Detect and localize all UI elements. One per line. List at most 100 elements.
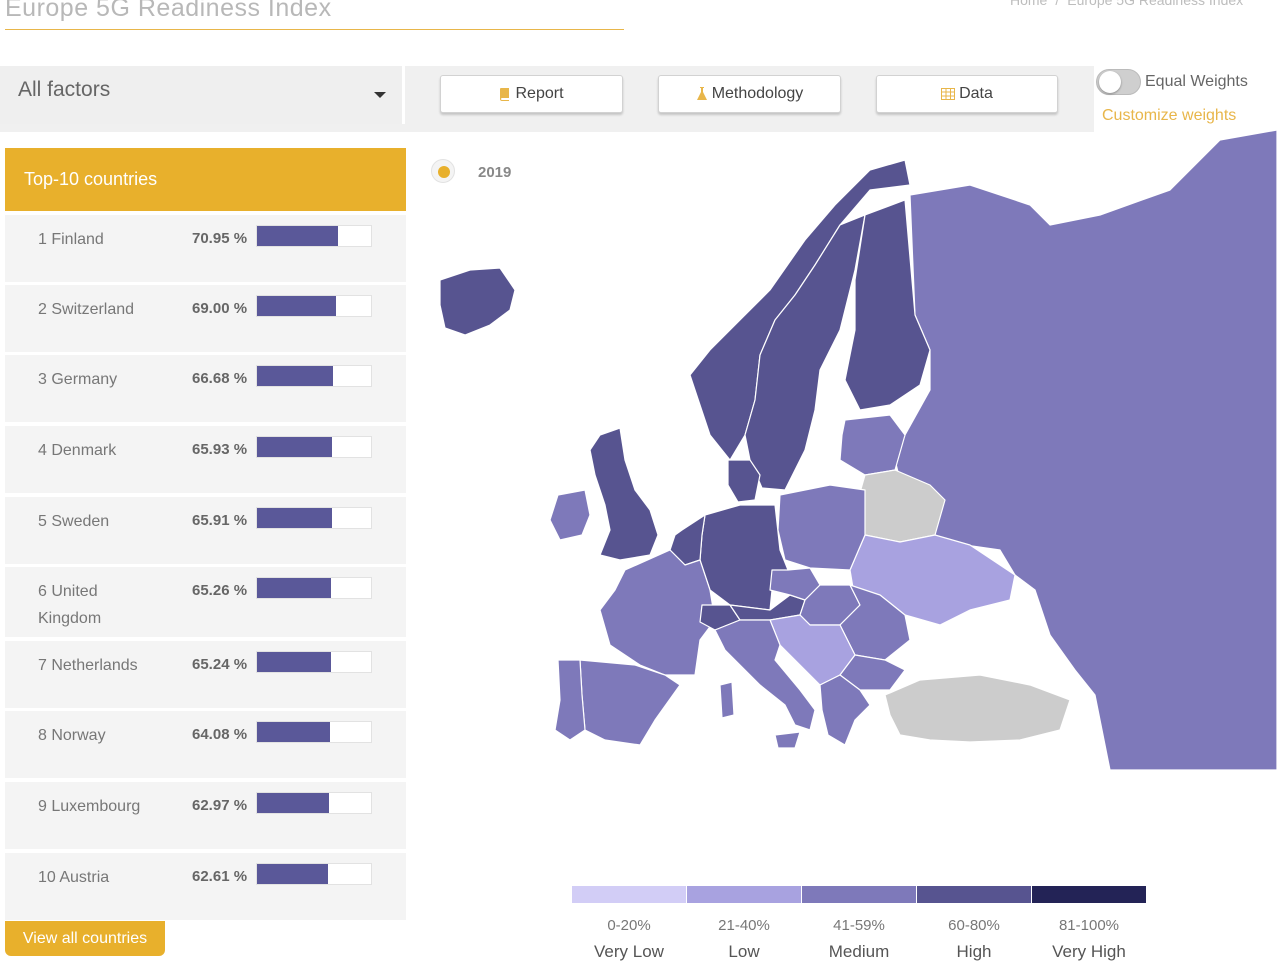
ranking-bar <box>256 721 372 743</box>
legend-range: 0-20% <box>607 917 651 934</box>
ranking-bar <box>256 436 372 458</box>
europe-map <box>439 130 1277 770</box>
report-button-label: Report <box>515 85 564 102</box>
ranking-country-name: 8 Norway <box>38 727 106 744</box>
map-greece[interactable] <box>819 674 871 746</box>
legend-swatch <box>687 886 801 903</box>
ranking-row[interactable]: 2 Switzerland 69.00 % <box>5 285 406 352</box>
ranking-bar <box>256 295 372 317</box>
ranking-country-name: 1 Finland <box>38 231 104 248</box>
ranking-bar <box>256 863 372 885</box>
ranking-percentage: 69.00 % <box>192 300 248 317</box>
map-germany[interactable] <box>699 504 789 611</box>
methodology-button[interactable]: Methodology <box>658 75 841 113</box>
map-russia[interactable] <box>894 130 1277 770</box>
map-iceland[interactable] <box>439 267 516 336</box>
year-label: 2019 <box>478 164 512 181</box>
map-finland[interactable] <box>844 199 931 411</box>
ranking-percentage: 66.68 % <box>192 370 248 387</box>
top10-header: Top-10 countries <box>5 148 406 211</box>
ranking-percentage: 65.26 % <box>192 582 248 599</box>
ranking-bar-fill <box>257 793 329 813</box>
factor-select-value: All factors <box>18 78 111 101</box>
ranking-percentage: 65.24 % <box>192 656 248 673</box>
ranking-percentage: 65.91 % <box>192 512 248 529</box>
ranking-row[interactable]: 5 Sweden 65.91 % <box>5 497 406 564</box>
customize-weights-link[interactable]: Customize weights <box>1102 107 1237 124</box>
ranking-bar-fill <box>257 864 329 884</box>
ranking-bar-fill <box>257 578 332 598</box>
map-turkey[interactable] <box>884 674 1071 743</box>
breadcrumb-home-link[interactable]: Home <box>1010 0 1048 8</box>
ranking-bar-fill <box>257 508 333 528</box>
ranking-country-name: 3 Germany <box>38 371 118 388</box>
ranking-bar <box>256 577 372 599</box>
map-sardinia[interactable] <box>719 681 735 719</box>
map-sicily[interactable] <box>774 731 801 749</box>
legend-level: Very Low <box>594 942 664 961</box>
ranking-percentage: 62.61 % <box>192 868 248 885</box>
view-all-countries-button[interactable]: View all countries <box>5 921 165 956</box>
ranking-percentage: 62.97 % <box>192 797 248 814</box>
book-icon <box>499 87 511 101</box>
map-baltics[interactable] <box>839 414 906 476</box>
equal-weights-label: Equal Weights <box>1145 73 1248 90</box>
ranking-country-name: 10 Austria <box>38 869 110 886</box>
equal-weights-panel: Equal Weights Customize weights <box>1096 69 1277 132</box>
ranking-row[interactable]: 4 Denmark 65.93 % <box>5 426 406 493</box>
methodology-button-label: Methodology <box>711 85 804 102</box>
ranking-bar <box>256 507 372 529</box>
legend-range: 21-40% <box>718 917 770 934</box>
ranking-country-name: 2 Switzerland <box>38 301 135 318</box>
legend-level: Low <box>728 942 760 961</box>
ranking-row[interactable]: 1 Finland 70.95 % <box>5 215 406 282</box>
map-france[interactable] <box>599 549 716 676</box>
ranking-percentage: 70.95 % <box>192 230 248 247</box>
ranking-country-name: 5 Sweden <box>38 513 110 530</box>
ranking-percentage: 65.93 % <box>192 441 248 458</box>
ranking-row[interactable]: 9 Luxembourg 62.97 % <box>5 782 406 849</box>
ranking-bar-fill <box>257 722 331 742</box>
ranking-country-name: 6 United Kingdom <box>38 583 102 627</box>
breadcrumb-separator: / <box>1055 0 1060 8</box>
factor-select[interactable]: All factors <box>0 66 405 124</box>
table-icon <box>941 88 956 100</box>
legend-swatch <box>917 886 1031 903</box>
map-black-sea <box>910 625 1010 678</box>
ranking-bar <box>256 651 372 673</box>
equal-weights-toggle[interactable] <box>1096 69 1141 95</box>
ranking-bar-fill <box>257 366 333 386</box>
legend-level: Medium <box>828 942 890 961</box>
ranking-row[interactable]: 3 Germany 66.68 % <box>5 355 406 422</box>
map-italy[interactable] <box>714 619 816 731</box>
flask-icon <box>696 87 708 101</box>
breadcrumb-current: Europe 5G Readiness Index <box>1067 0 1244 8</box>
legend-swatch <box>1032 886 1146 903</box>
page-title: Europe 5G Readiness Index <box>5 0 332 22</box>
map-united-kingdom[interactable] <box>589 427 659 561</box>
year-radio[interactable] <box>431 159 455 183</box>
ranking-row[interactable]: 8 Norway 64.08 % <box>5 711 406 778</box>
data-button-label: Data <box>959 85 993 102</box>
ranking-bar-fill <box>257 226 338 246</box>
legend-swatch <box>572 886 686 903</box>
ranking-country-name: 4 Denmark <box>38 442 117 459</box>
map-portugal[interactable] <box>554 659 586 741</box>
ranking-bar-fill <box>257 652 332 672</box>
report-button[interactable]: Report <box>440 75 623 113</box>
ranking-bar-fill <box>257 437 333 457</box>
ranking-row[interactable]: 7 Netherlands 65.24 % <box>5 641 406 708</box>
legend-swatch <box>802 886 916 903</box>
map-poland[interactable] <box>777 484 866 571</box>
ranking-row[interactable]: 6 United Kingdom 65.26 % <box>5 567 406 637</box>
map-denmark[interactable] <box>727 459 761 503</box>
breadcrumb: Home / Europe 5G Readiness Index <box>1010 0 1243 8</box>
ranking-row[interactable]: 10 Austria 62.61 % <box>5 853 406 920</box>
ranking-bar <box>256 225 372 247</box>
legend-level: High <box>956 942 992 961</box>
ranking-percentage: 64.08 % <box>192 726 248 743</box>
toggle-knob <box>1099 71 1121 93</box>
data-button[interactable]: Data <box>876 75 1058 113</box>
map-ireland[interactable] <box>549 489 591 541</box>
legend-range: 60-80% <box>948 917 1000 934</box>
